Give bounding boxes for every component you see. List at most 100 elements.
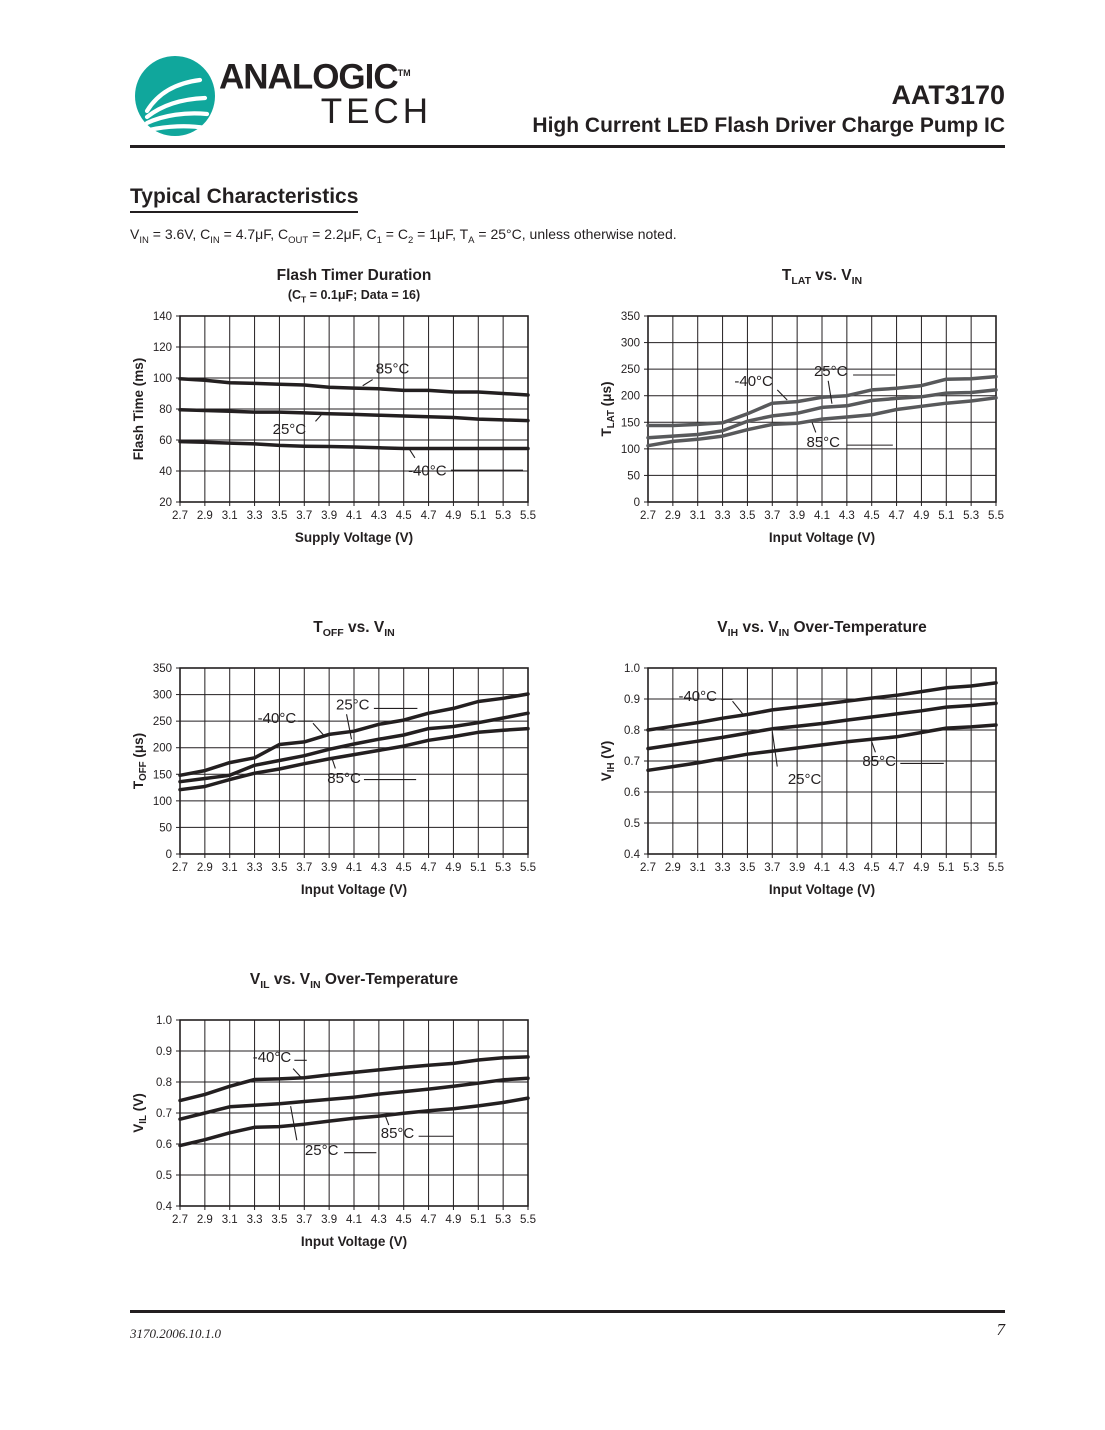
curve-label: 25°C [273,421,307,438]
part-number: AAT3170 [891,80,1005,110]
x-tick-label: 2.7 [640,862,656,874]
header-rule [130,145,1005,148]
y-axis-title: TLAT (μs) [599,382,617,437]
series-line-25°C [646,701,998,751]
curve-label: -40°C [734,373,773,390]
x-tick-label: 3.7 [296,1214,312,1226]
series-line-25°C [178,1076,530,1121]
series-line--40°C [646,374,998,428]
x-tick-label: 4.5 [396,510,412,522]
x-tick-label: 5.3 [495,510,511,522]
y-tick-label: 0.7 [624,756,640,768]
chart-vih-vs-vin: VIH vs. VIN Over-Temperature 2.7 2.9 3.1 3.… [598,616,1038,916]
x-tick-label: 4.9 [445,1214,461,1226]
series-line--40°C [646,681,998,732]
y-tick-label: 250 [621,364,640,376]
curve-label: -40°C [408,463,447,480]
y-tick-label: 0.7 [156,1108,172,1120]
x-axis-title: Input Voltage (V) [301,882,407,897]
x-tick-label: 4.9 [913,510,929,522]
x-tick-label: 4.7 [421,1214,437,1226]
x-tick-label: 3.1 [690,862,706,874]
y-tick-label: 0.9 [624,694,640,706]
x-tick-label: 4.1 [814,862,830,874]
curve-label: 85°C [381,1125,415,1142]
x-tick-label: 4.9 [913,862,929,874]
section-title: Typical Characteristics [130,185,359,213]
y-tick-label: 20 [159,497,172,509]
y-tick-label: 60 [159,435,172,447]
x-tick-label: 3.9 [321,510,337,522]
x-tick-label: 4.7 [421,510,437,522]
x-tick-label: 3.5 [271,862,287,874]
y-tick-label: 0.5 [156,1170,172,1182]
x-tick-label: 4.1 [814,510,830,522]
x-tick-label: 4.1 [346,862,362,874]
y-tick-label: 200 [621,391,640,403]
x-tick-label: 4.5 [864,862,880,874]
x-tick-label: 3.3 [247,1214,263,1226]
x-tick-label: 5.5 [520,862,536,874]
y-tick-label: 0.5 [624,818,640,830]
chart-tlat-vs-vin: TLAT vs. VIN 2.7 2.9 3.1 3.3 3.5 3.7 3.9 4.1 4.3… [598,264,1038,564]
x-tick-label: 2.7 [640,510,656,522]
x-tick-label: 3.3 [247,862,263,874]
chart-plot-area: 2.7 2.9 3.1 3.3 3.5 3.7 3.9 4.1 4.3 4.5 4.7 4.9 5.1 5… [130,310,570,550]
x-tick-label: 4.3 [839,510,855,522]
y-tick-label: 1.0 [156,1015,172,1027]
y-tick-label: 300 [621,338,640,350]
curve-label: 25°C [788,771,822,788]
footer-rule [130,1310,1005,1313]
y-tick-label: 0.8 [156,1077,172,1089]
x-tick-label: 5.1 [938,510,954,522]
curve-label: -40°C [258,710,297,727]
x-tick-label: 3.5 [271,510,287,522]
y-tick-label: 1.0 [624,663,640,675]
series-line-25°C [646,388,998,440]
y-tick-label: 140 [153,311,172,323]
chart-svg-3: 2.7 2.9 3.1 3.3 3.5 3.7 3.9 4.1 4.3 4.5 4.7 4.9 5.1 5… [599,663,1004,897]
y-axis-title: VIL (V) [131,1093,149,1132]
series-line--40°C [178,439,530,451]
x-tick-label: 3.5 [271,1214,287,1226]
y-tick-label: 120 [153,342,172,354]
series-line-25°C [178,711,530,784]
chart-svg-2: 2.7 2.9 3.1 3.3 3.5 3.7 3.9 4.1 4.3 4.5 4.7 4.9 5.1 5… [131,663,536,897]
x-tick-label: 5.3 [963,862,979,874]
x-tick-label: 2.7 [172,510,188,522]
y-tick-label: 50 [159,822,172,834]
chart-toff-vs-vin: TOFF vs. VIN 2.7 2.9 3.1 3.3 3.5 3.7 3.9 4.1 4.3… [130,616,570,916]
curve-label: 85°C [862,753,896,770]
doc-title: High Current LED Flash Driver Charge Pum… [532,114,1005,137]
x-tick-label: 4.5 [864,510,880,522]
x-tick-label: 4.9 [445,510,461,522]
series-line-85°C [646,723,998,773]
chart-plot-area: 2.7 2.9 3.1 3.3 3.5 3.7 3.9 4.1 4.3 4.5 4.7 4.9 5.1 5… [598,662,1038,902]
series-line-85°C [178,377,530,397]
x-tick-label: 3.9 [321,862,337,874]
x-tick-label: 5.5 [520,1214,536,1226]
chart-title: TOFF vs. VIN [313,619,395,640]
chart-subtitle: (CT = 0.1μF; Data = 16) [287,288,421,305]
x-axis-title: Input Voltage (V) [769,882,875,897]
y-tick-label: 150 [621,417,640,429]
chart-plot-area: 2.7 2.9 3.1 3.3 3.5 3.7 3.9 4.1 4.3 4.5 4.7 4.9 5.1 5… [130,1014,570,1254]
y-axis-title: TOFF (μs) [131,733,149,789]
x-tick-label: 2.7 [172,862,188,874]
y-tick-label: 150 [153,769,172,781]
y-tick-label: 40 [159,466,172,478]
chart-plot-area: 2.7 2.9 3.1 3.3 3.5 3.7 3.9 4.1 4.3 4.5 4.7 4.9 5.1 5… [598,310,1038,550]
chart-title: Flash Timer Duration [276,267,432,284]
series-line-25°C [178,408,530,423]
x-axis-title: Input Voltage (V) [769,530,875,545]
x-tick-label: 5.3 [495,1214,511,1226]
x-tick-label: 3.1 [222,510,238,522]
series-line--40°C [178,1055,530,1103]
y-axis-title: VIH (V) [599,741,617,781]
chart-svg-4: 2.7 2.9 3.1 3.3 3.5 3.7 3.9 4.1 4.3 4.5 4.7 4.9 5.1 5… [131,1015,536,1249]
x-tick-label: 3.9 [321,1214,337,1226]
y-tick-label: 100 [621,444,640,456]
curve-label: -40°C [678,688,717,705]
y-tick-label: 0 [634,497,640,509]
x-tick-label: 3.3 [247,510,263,522]
